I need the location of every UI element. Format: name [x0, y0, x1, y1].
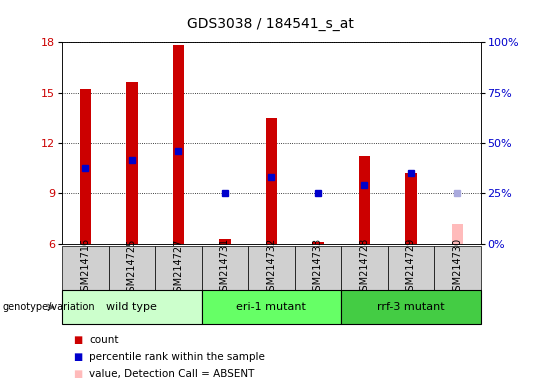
Bar: [219, 239, 231, 244]
Text: GDS3038 / 184541_s_at: GDS3038 / 184541_s_at: [186, 17, 354, 31]
Bar: [173, 45, 184, 244]
Bar: [434, 246, 481, 290]
Text: genotype/variation: genotype/variation: [3, 302, 96, 312]
Text: ■: ■: [73, 352, 82, 362]
Bar: [266, 118, 277, 244]
Bar: [248, 246, 295, 290]
Bar: [359, 157, 370, 244]
Bar: [62, 290, 201, 324]
Text: rrf-3 mutant: rrf-3 mutant: [377, 302, 444, 312]
Text: GSM214716: GSM214716: [80, 238, 90, 297]
Bar: [388, 246, 434, 290]
Bar: [295, 246, 341, 290]
Bar: [109, 246, 155, 290]
Text: GSM214727: GSM214727: [173, 238, 184, 298]
Text: count: count: [89, 335, 119, 345]
Text: percentile rank within the sample: percentile rank within the sample: [89, 352, 265, 362]
Text: value, Detection Call = ABSENT: value, Detection Call = ABSENT: [89, 369, 254, 379]
Text: wild type: wild type: [106, 302, 157, 312]
Text: GSM214732: GSM214732: [266, 238, 276, 298]
Bar: [405, 173, 417, 244]
Text: GSM214728: GSM214728: [359, 238, 369, 298]
Text: eri-1 mutant: eri-1 mutant: [237, 302, 306, 312]
Bar: [201, 246, 248, 290]
Bar: [155, 246, 201, 290]
Bar: [126, 82, 138, 244]
Text: GSM214725: GSM214725: [127, 238, 137, 298]
Text: ■: ■: [73, 335, 82, 345]
Text: GSM214731: GSM214731: [220, 238, 230, 297]
Bar: [201, 290, 341, 324]
Bar: [312, 242, 323, 244]
Bar: [341, 246, 388, 290]
Text: ■: ■: [73, 369, 82, 379]
Bar: [451, 224, 463, 244]
Text: GSM214729: GSM214729: [406, 238, 416, 298]
Bar: [62, 246, 109, 290]
Text: GSM214730: GSM214730: [453, 238, 462, 297]
Text: GSM214733: GSM214733: [313, 238, 323, 297]
Bar: [341, 290, 481, 324]
Bar: [79, 89, 91, 244]
